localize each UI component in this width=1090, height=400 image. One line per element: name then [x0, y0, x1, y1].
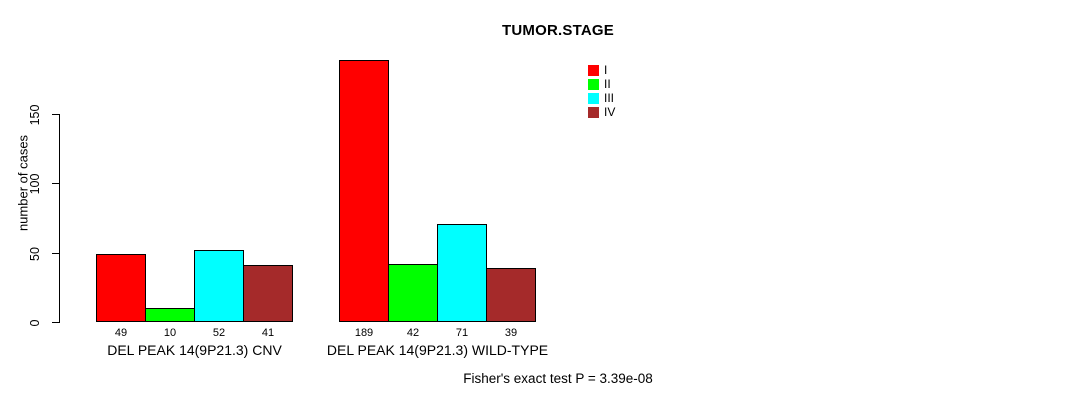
y-axis-tick-label: 0 — [28, 319, 42, 327]
legend-item-ii: II — [588, 78, 611, 90]
y-axis-tick — [52, 322, 59, 323]
bar-stage-iv — [486, 268, 536, 322]
stat-test-annotation: Fisher's exact test P = 3.39e-08 — [463, 371, 653, 386]
y-axis-tick-label: 150 — [28, 104, 42, 126]
y-axis-tick-label: 50 — [28, 247, 42, 261]
legend-label-iii: III — [604, 90, 615, 105]
legend-item-iii: III — [588, 92, 614, 104]
legend-label-iv: IV — [604, 104, 616, 119]
legend-swatch-ii — [588, 78, 599, 90]
legend-swatch-iii — [588, 92, 599, 104]
bar-value-label: 42 — [406, 327, 420, 339]
y-axis-tick — [52, 253, 59, 254]
bar-value-label: 10 — [163, 327, 177, 339]
chart-title: TUMOR.STAGE — [502, 22, 614, 39]
legend-swatch-i — [588, 64, 599, 76]
y-axis-tick — [52, 114, 59, 115]
bar-value-label: 71 — [455, 327, 469, 339]
y-axis-tick — [52, 183, 59, 184]
legend-label-i: I — [604, 62, 608, 77]
bar-stage-ii — [388, 264, 438, 322]
bar-stage-iii — [437, 224, 487, 322]
bar-stage-i — [96, 254, 146, 322]
x-axis-group-label: DEL PEAK 14(9P21.3) WILD-TYPE — [326, 342, 549, 358]
legend-item-iv: IV — [588, 106, 615, 118]
legend-swatch-iv — [588, 106, 599, 118]
legend-label-ii: II — [604, 76, 611, 91]
bar-stage-iv — [243, 265, 293, 322]
bar-value-label: 49 — [114, 327, 128, 339]
x-axis-group-label: DEL PEAK 14(9P21.3) CNV — [107, 342, 282, 358]
bar-value-label: 41 — [261, 327, 275, 339]
bar-stage-iii — [194, 250, 244, 322]
bar-value-label: 189 — [354, 327, 374, 339]
bar-stage-i — [339, 60, 389, 322]
y-axis-tick-label: 100 — [28, 173, 42, 195]
legend-item-i: I — [588, 64, 607, 76]
bar-value-label: 39 — [504, 327, 518, 339]
bar-value-label: 52 — [212, 327, 226, 339]
y-axis-line — [59, 114, 60, 323]
bar-stage-ii — [145, 308, 195, 322]
